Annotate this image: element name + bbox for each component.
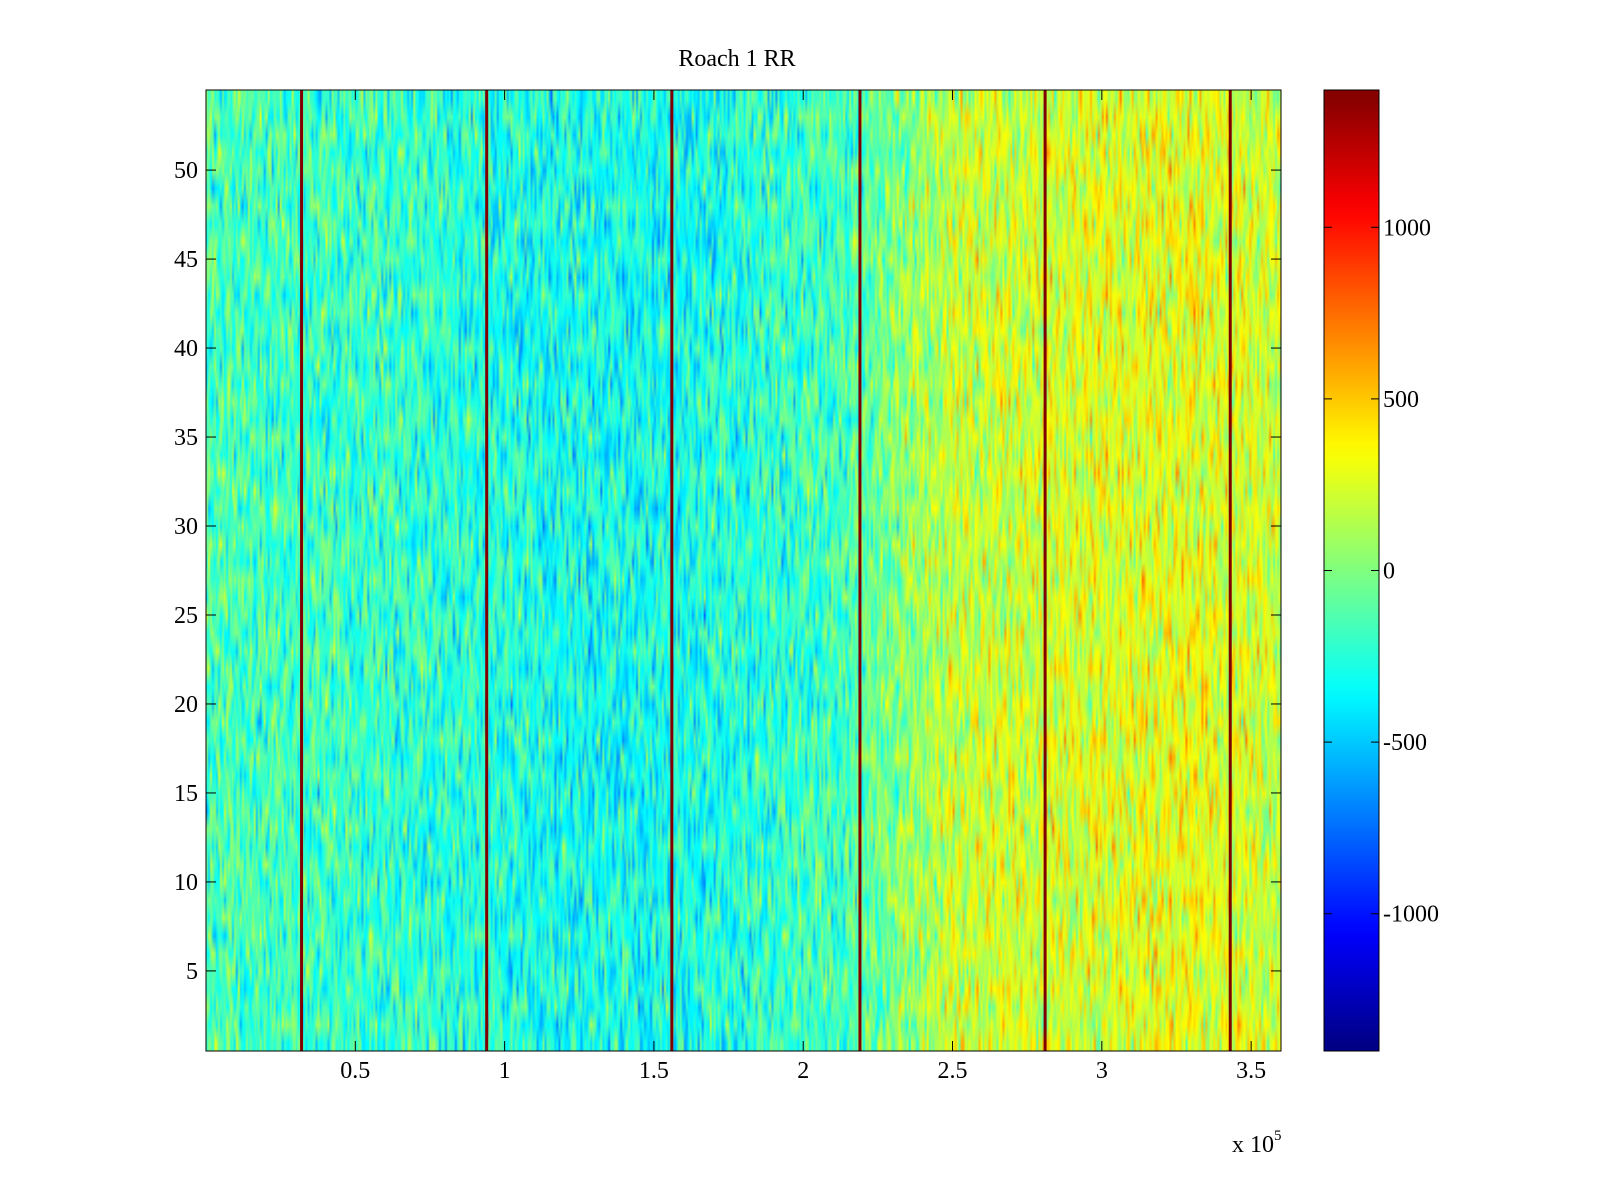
spike-column-6: [1228, 90, 1232, 1051]
x-tick-label: 0.5: [340, 1058, 370, 1084]
y-axis-ticks: 5 10 15 20 25 30 35 40 45 50: [174, 158, 1281, 985]
spike-columns: [300, 90, 1232, 1051]
x-tick-label: 1: [499, 1058, 511, 1084]
x-axis-multiplier-base: x 10: [1232, 1132, 1274, 1158]
y-tick-label: 50: [174, 158, 198, 184]
y-tick-label: 40: [174, 336, 198, 362]
y-tick-label: 15: [174, 781, 198, 807]
colorbar-tick-label: 500: [1383, 387, 1419, 413]
x-axis-ticks: 0.5 1 1.5 2 2.5 3 3.5: [340, 90, 1266, 1084]
y-tick-label: 35: [174, 425, 198, 451]
colorbar-tick-label: -1000: [1383, 902, 1439, 928]
x-tick-label: 1.5: [639, 1058, 669, 1084]
colorbar-ticks: 1000 500 0 -500 -1000: [1324, 215, 1439, 928]
colorbar-gradient: [1324, 90, 1379, 1051]
x-tick-label: 3: [1096, 1058, 1108, 1084]
y-tick-label: 10: [174, 870, 198, 896]
x-tick-label: 2.5: [938, 1058, 968, 1084]
spike-column-3: [670, 90, 674, 1051]
x-axis-multiplier-exponent: 5: [1274, 1128, 1282, 1144]
colorbar: 1000 500 0 -500 -1000: [1323, 89, 1439, 1052]
colorbar-tick-label: 0: [1383, 559, 1395, 585]
spike-column-5: [1043, 90, 1047, 1051]
spike-column-4: [858, 90, 862, 1051]
chart-title: Roach 1 RR: [678, 46, 795, 72]
plot-frame: [205, 89, 1282, 1052]
heatmap-plot-area: 0.5 1 1.5 2 2.5 3 3.5 5 10 15 20 25 30 35 40 45 50: [174, 89, 1282, 1084]
x-tick-label: 3.5: [1236, 1058, 1266, 1084]
spike-column-1: [300, 90, 304, 1051]
y-tick-label: 30: [174, 514, 198, 540]
spike-column-2: [485, 90, 489, 1051]
colorbar-tick-label: 1000: [1383, 215, 1431, 241]
x-axis-multiplier: x 105: [1232, 1128, 1282, 1158]
y-tick-label: 20: [174, 692, 198, 718]
y-tick-label: 5: [186, 959, 198, 985]
heatmap-image: [206, 90, 1281, 1051]
y-tick-label: 25: [174, 603, 198, 629]
x-tick-label: 2: [797, 1058, 809, 1084]
colorbar-tick-label: -500: [1383, 730, 1427, 756]
y-tick-label: 45: [174, 247, 198, 273]
